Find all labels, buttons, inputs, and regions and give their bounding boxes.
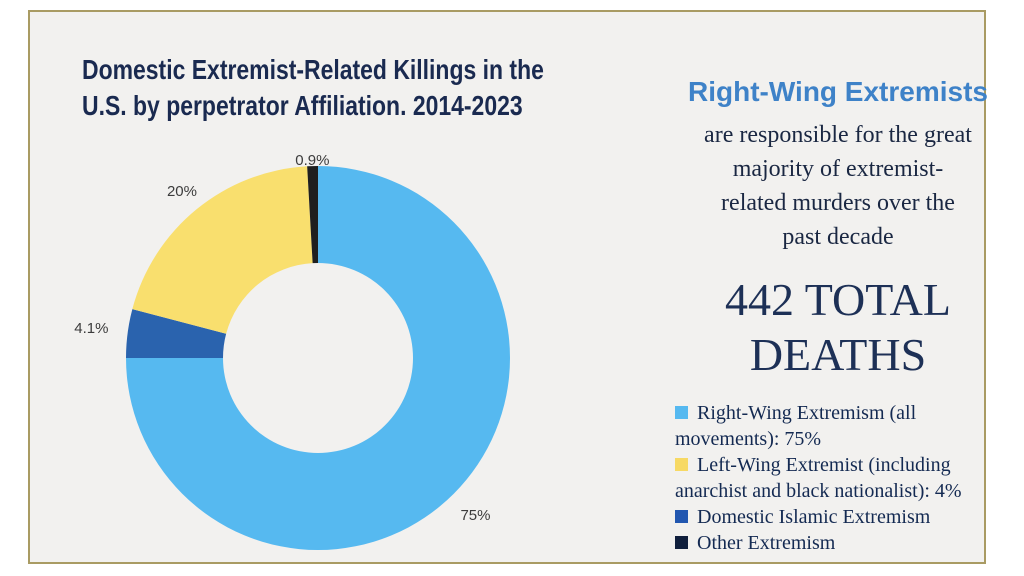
slice-percentage-label: 75%	[460, 507, 490, 524]
donut-slices	[126, 166, 510, 550]
slice-percentage-label: 4.1%	[74, 320, 108, 337]
legend-swatch-right-wing	[675, 406, 688, 419]
chart-panel: Domestic Extremist-Related Killings in t…	[28, 10, 988, 564]
donut-slice	[132, 166, 313, 334]
summary-text: are responsible for the great majority o…	[704, 122, 972, 250]
legend-swatch-islamic	[675, 510, 688, 523]
right-wing-heading: Right-Wing Extremists	[688, 76, 988, 107]
donut-slice	[126, 309, 227, 358]
donut-slice-labels: 75% 4.1% 20% 0.9%	[74, 152, 490, 524]
legend-label: Right-Wing Extremism (all movements): 75…	[675, 402, 917, 450]
legend-swatch-left-wing	[675, 458, 688, 471]
legend-label: Other Extremism	[697, 532, 836, 554]
legend: Right-Wing Extremism (all movements): 75…	[675, 400, 1020, 556]
legend-label: Domestic Islamic Extremism	[697, 506, 931, 528]
chart-title: Domestic Extremist-Related Killings in t…	[82, 54, 544, 121]
total-deaths-label: 442 TOTAL DEATHS	[725, 274, 951, 380]
donut-chart: 75% 4.1% 20% 0.9%	[74, 152, 510, 550]
legend-item-islamic: Domestic Islamic Extremism	[675, 504, 1020, 530]
legend-swatch-other	[675, 536, 688, 549]
donut-slice	[307, 166, 318, 264]
slice-percentage-label: 0.9%	[295, 152, 329, 169]
legend-item-left-wing: Left-Wing Extremist (including anarchist…	[675, 452, 1020, 504]
legend-item-other: Other Extremism	[675, 530, 1020, 556]
legend-item-right-wing: Right-Wing Extremism (all movements): 75…	[675, 400, 1020, 452]
legend-label: Left-Wing Extremist (including anarchist…	[675, 454, 962, 502]
slice-percentage-label: 20%	[167, 183, 197, 200]
donut-slice	[126, 166, 510, 550]
